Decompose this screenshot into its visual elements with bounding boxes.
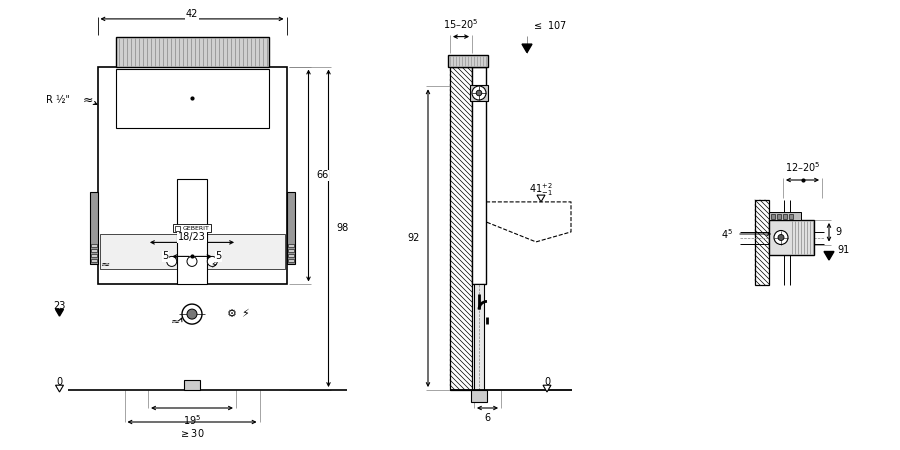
Polygon shape bbox=[543, 385, 551, 392]
Bar bbox=[89, 192, 97, 265]
Bar bbox=[287, 244, 293, 248]
Text: ≈: ≈ bbox=[171, 317, 181, 327]
Bar bbox=[91, 254, 96, 257]
Bar bbox=[450, 67, 472, 390]
Text: ⚙: ⚙ bbox=[227, 309, 237, 319]
Circle shape bbox=[472, 86, 486, 100]
Text: 18/23: 18/23 bbox=[178, 232, 206, 243]
Text: ⚡: ⚡ bbox=[211, 259, 218, 270]
Circle shape bbox=[476, 90, 482, 96]
Text: 23: 23 bbox=[53, 301, 66, 311]
Bar bbox=[91, 244, 96, 248]
Text: 41$^{+2}_{-1}$: 41$^{+2}_{-1}$ bbox=[529, 181, 553, 198]
Bar bbox=[100, 234, 284, 270]
Text: 9: 9 bbox=[835, 227, 842, 237]
Bar bbox=[769, 220, 814, 255]
Bar bbox=[783, 214, 787, 219]
Text: 0: 0 bbox=[544, 377, 550, 387]
Polygon shape bbox=[56, 309, 64, 316]
Circle shape bbox=[187, 256, 197, 266]
Bar bbox=[287, 249, 293, 252]
Text: 5: 5 bbox=[215, 252, 221, 261]
Bar bbox=[769, 212, 800, 220]
Text: ⚡: ⚡ bbox=[241, 309, 249, 319]
Bar bbox=[173, 225, 211, 232]
Circle shape bbox=[187, 309, 197, 319]
Bar bbox=[286, 192, 294, 265]
Text: ≈: ≈ bbox=[101, 259, 110, 270]
Text: 15–20$^5$: 15–20$^5$ bbox=[443, 17, 479, 31]
Bar bbox=[474, 284, 484, 390]
Text: 4$^5$: 4$^5$ bbox=[721, 227, 733, 241]
Text: $\geq$30: $\geq$30 bbox=[179, 427, 205, 439]
Polygon shape bbox=[522, 44, 532, 53]
Text: 66: 66 bbox=[317, 171, 328, 180]
Text: GEBERIT: GEBERIT bbox=[183, 226, 210, 231]
Bar bbox=[789, 214, 793, 219]
Bar bbox=[115, 68, 268, 128]
Circle shape bbox=[774, 230, 788, 244]
Text: 5: 5 bbox=[162, 252, 168, 261]
Circle shape bbox=[182, 304, 202, 324]
Polygon shape bbox=[537, 195, 545, 202]
Bar bbox=[177, 179, 207, 284]
Text: 12–20$^5$: 12–20$^5$ bbox=[785, 160, 820, 174]
Bar bbox=[287, 259, 293, 262]
Bar bbox=[115, 37, 268, 67]
Bar bbox=[175, 226, 180, 231]
Text: 0: 0 bbox=[57, 377, 63, 387]
Text: ≈: ≈ bbox=[82, 94, 93, 107]
Text: 92: 92 bbox=[408, 233, 420, 243]
Bar bbox=[91, 249, 96, 252]
Bar bbox=[184, 380, 200, 390]
Polygon shape bbox=[56, 385, 64, 392]
Text: 42: 42 bbox=[185, 9, 198, 19]
Text: 98: 98 bbox=[337, 223, 349, 233]
Polygon shape bbox=[824, 252, 834, 260]
Circle shape bbox=[166, 256, 176, 266]
Bar bbox=[448, 54, 488, 67]
Circle shape bbox=[207, 256, 217, 266]
Bar bbox=[287, 254, 293, 257]
Text: R ½": R ½" bbox=[46, 95, 69, 105]
Text: 19$^5$: 19$^5$ bbox=[183, 413, 201, 427]
Bar bbox=[471, 390, 487, 402]
Bar bbox=[91, 259, 96, 262]
Bar bbox=[777, 214, 781, 219]
Bar bbox=[755, 200, 769, 285]
Bar bbox=[771, 214, 775, 219]
Text: 91: 91 bbox=[837, 245, 850, 255]
Bar bbox=[472, 67, 486, 284]
Text: $\leq$ 107: $\leq$ 107 bbox=[532, 18, 567, 31]
Text: 6: 6 bbox=[484, 413, 491, 423]
Bar bbox=[97, 67, 286, 284]
Circle shape bbox=[778, 234, 784, 240]
Bar bbox=[470, 85, 488, 101]
